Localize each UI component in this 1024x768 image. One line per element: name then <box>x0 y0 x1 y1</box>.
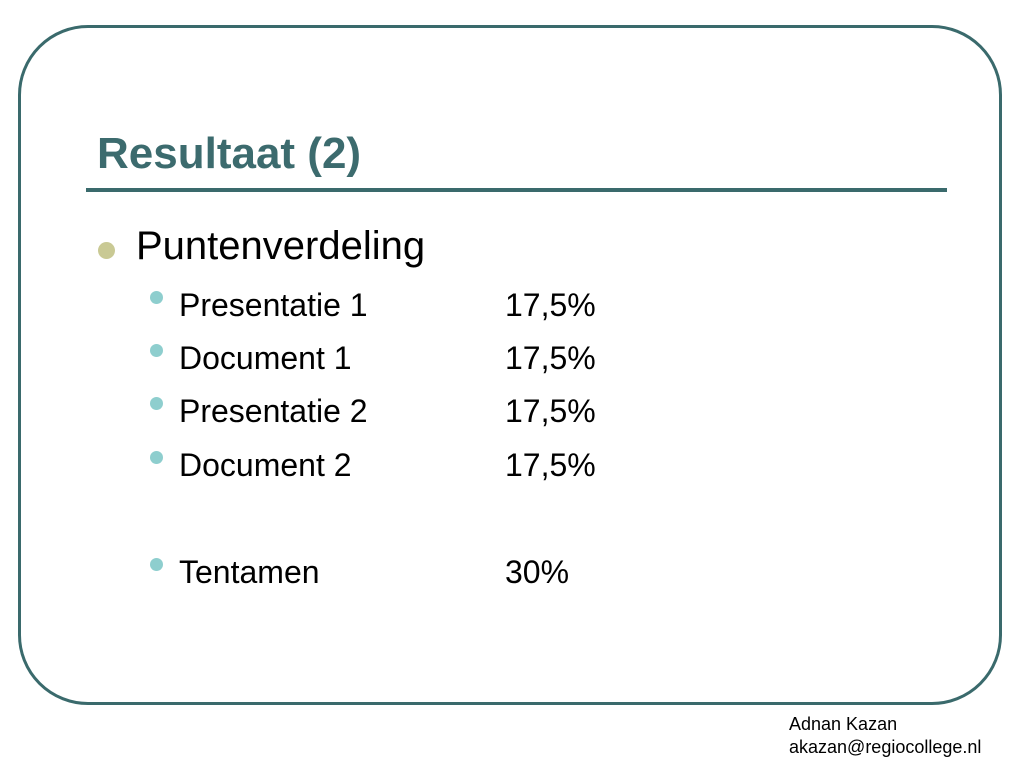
footer-credit: Adnan Kazan akazan@regiocollege.nl <box>789 713 981 759</box>
item-value: 30% <box>505 554 570 590</box>
slide-title: Resultaat (2) <box>97 129 362 178</box>
title-divider <box>86 188 947 192</box>
footer-email: akazan@regiocollege.nl <box>789 737 982 757</box>
item-label: Presentatie 1 <box>179 287 368 323</box>
item-value: 17,5% <box>505 287 596 323</box>
bullet-dot-icon <box>150 451 163 464</box>
bullet-dot-icon <box>150 558 163 571</box>
slide-frame <box>18 25 1002 705</box>
item-value: 17,5% <box>505 340 596 376</box>
item-value: 17,5% <box>505 393 596 429</box>
item-label: Document 2 <box>179 447 352 483</box>
item-label: Presentatie 2 <box>179 393 368 429</box>
bullet-dot-icon <box>150 397 163 410</box>
item-label: Document 1 <box>179 340 352 376</box>
bullet-dot-icon <box>150 291 163 304</box>
footer-author: Adnan Kazan <box>789 714 898 734</box>
bullet-dot-icon <box>98 242 115 259</box>
bullet-text: Puntenverdeling <box>136 224 426 268</box>
item-label: Tentamen <box>179 554 320 590</box>
bullet-dot-icon <box>150 344 163 357</box>
item-value: 17,5% <box>505 447 596 483</box>
